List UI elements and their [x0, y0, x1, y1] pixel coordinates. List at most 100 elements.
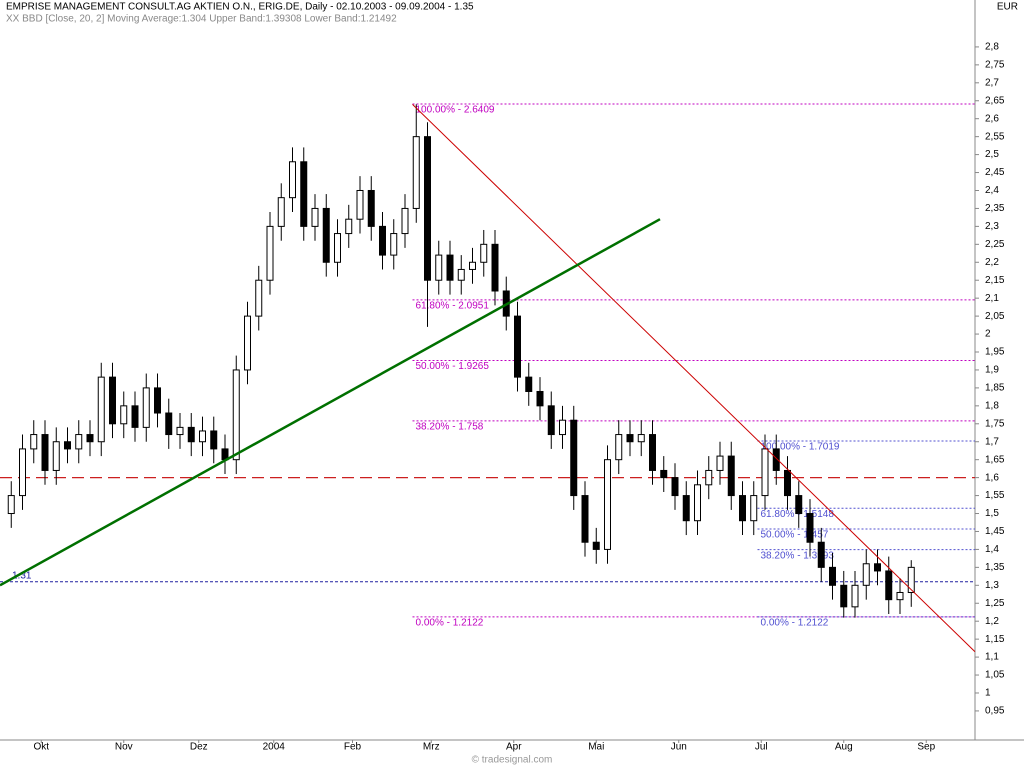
- candle-body: [390, 233, 398, 256]
- candle-body: [210, 430, 218, 450]
- candle-body: [289, 161, 296, 199]
- candle-body: [637, 434, 645, 443]
- candle-body: [154, 387, 161, 414]
- y-tick-label: 2,75: [985, 60, 1005, 71]
- candle-body: [840, 584, 848, 608]
- candle-body: [345, 218, 353, 235]
- candle-body: [469, 261, 476, 270]
- candle-body: [660, 469, 668, 479]
- level-label: 38.20% - 1.3993: [761, 550, 835, 561]
- candle-body: [615, 434, 623, 461]
- y-tick-label: 1,85: [985, 383, 1005, 394]
- candle-body: [255, 279, 263, 317]
- candle-body: [356, 189, 364, 220]
- y-tick-label: 2,8: [985, 42, 999, 53]
- candle-body: [41, 434, 49, 471]
- candle-body: [694, 484, 701, 522]
- candle-body: [896, 591, 904, 601]
- candle-body: [817, 541, 825, 568]
- y-tick-label: 1,6: [985, 472, 999, 483]
- y-tick-label: 1,4: [985, 544, 999, 555]
- candle-body: [536, 390, 544, 407]
- candle-body: [311, 207, 319, 227]
- indicator-subtitle: XX BBD [Close, 20, 2] Moving Average:1.3…: [6, 14, 397, 25]
- x-tick-label: Sep: [917, 742, 935, 753]
- trendline: [0, 218, 661, 587]
- y-tick-label: 1,45: [985, 526, 1005, 537]
- candle-body: [334, 233, 341, 263]
- level-label: 61.80% - 2.0951: [416, 301, 490, 312]
- candle-body: [52, 441, 60, 471]
- y-tick-label: 2,1: [985, 293, 999, 304]
- y-tick-label: 1,25: [985, 598, 1005, 609]
- candle-body: [547, 405, 555, 436]
- level-label: 1.31: [12, 570, 32, 581]
- candle-body: [322, 207, 330, 263]
- candle-body: [412, 136, 420, 209]
- candle-body: [165, 412, 173, 436]
- candle-body: [424, 136, 431, 281]
- currency: EUR: [997, 2, 1018, 13]
- y-tick-label: 1,9: [985, 365, 999, 376]
- x-tick-label: Aug: [835, 742, 853, 753]
- y-tick-label: 2,55: [985, 131, 1005, 142]
- candle-body: [131, 405, 139, 428]
- candle-body: [851, 584, 859, 608]
- candle-body: [829, 566, 836, 586]
- x-tick-label: Jun: [671, 742, 687, 753]
- candle-body: [7, 495, 15, 515]
- y-tick-label: 1,95: [985, 347, 1005, 358]
- candle-body: [435, 254, 443, 281]
- candle-body: [761, 448, 769, 497]
- candle-body: [142, 387, 150, 428]
- candle-body: [514, 315, 521, 378]
- y-tick-label: 1,75: [985, 418, 1005, 429]
- candle-body: [480, 243, 488, 263]
- y-tick-label: 1,35: [985, 562, 1005, 573]
- y-tick-label: 2,45: [985, 167, 1005, 178]
- y-tick-label: 1,8: [985, 400, 999, 411]
- candle-body: [232, 369, 240, 461]
- candle-body: [671, 477, 679, 497]
- level-label: 0.00% - 1.2122: [761, 617, 829, 628]
- y-tick-label: 2,7: [985, 77, 999, 88]
- y-tick-label: 2,3: [985, 221, 999, 232]
- chart-title: EMPRISE MANAGEMENT CONSULT.AG AKTIEN O.N…: [6, 2, 474, 13]
- candle-body: [862, 563, 870, 586]
- y-tick-label: 1,05: [985, 670, 1005, 681]
- y-tick-label: 1,1: [985, 652, 999, 663]
- y-tick-label: 2,05: [985, 311, 1005, 322]
- level-label: 0.00% - 1.2122: [416, 617, 484, 628]
- y-tick-label: 1,5: [985, 508, 999, 519]
- candle-body: [739, 495, 746, 522]
- candle-body: [199, 430, 206, 443]
- level-label: 100.00% - 1.7019: [761, 442, 840, 453]
- y-tick-label: 1,3: [985, 580, 999, 591]
- candle-body: [727, 455, 735, 497]
- candle-body: [604, 459, 611, 550]
- candle-body: [491, 243, 499, 292]
- y-tick-label: 1,15: [985, 634, 1005, 645]
- level-label: 100.00% - 2.6409: [416, 105, 495, 116]
- candle-body: [109, 376, 116, 425]
- y-tick-label: 1: [985, 688, 991, 699]
- candle-body: [64, 441, 71, 450]
- y-tick-label: 2,5: [985, 149, 999, 160]
- candle-body: [750, 495, 758, 522]
- x-tick-label: 2004: [263, 742, 286, 753]
- candle-body: [75, 434, 83, 450]
- y-tick-label: 2,65: [985, 95, 1005, 106]
- candle-body: [885, 570, 893, 601]
- credit: © tradesignal.com: [472, 755, 553, 766]
- y-tick-label: 2,35: [985, 203, 1005, 214]
- candle-body: [367, 189, 375, 227]
- candle-body: [525, 376, 533, 392]
- x-tick-label: Mrz: [423, 742, 440, 753]
- candle-body: [277, 197, 285, 227]
- candle-body: [559, 419, 566, 436]
- x-tick-label: Mai: [588, 742, 604, 753]
- level-label: 38.20% - 1.758: [416, 422, 484, 433]
- y-tick-label: 1,65: [985, 454, 1005, 465]
- candle-body: [401, 207, 409, 235]
